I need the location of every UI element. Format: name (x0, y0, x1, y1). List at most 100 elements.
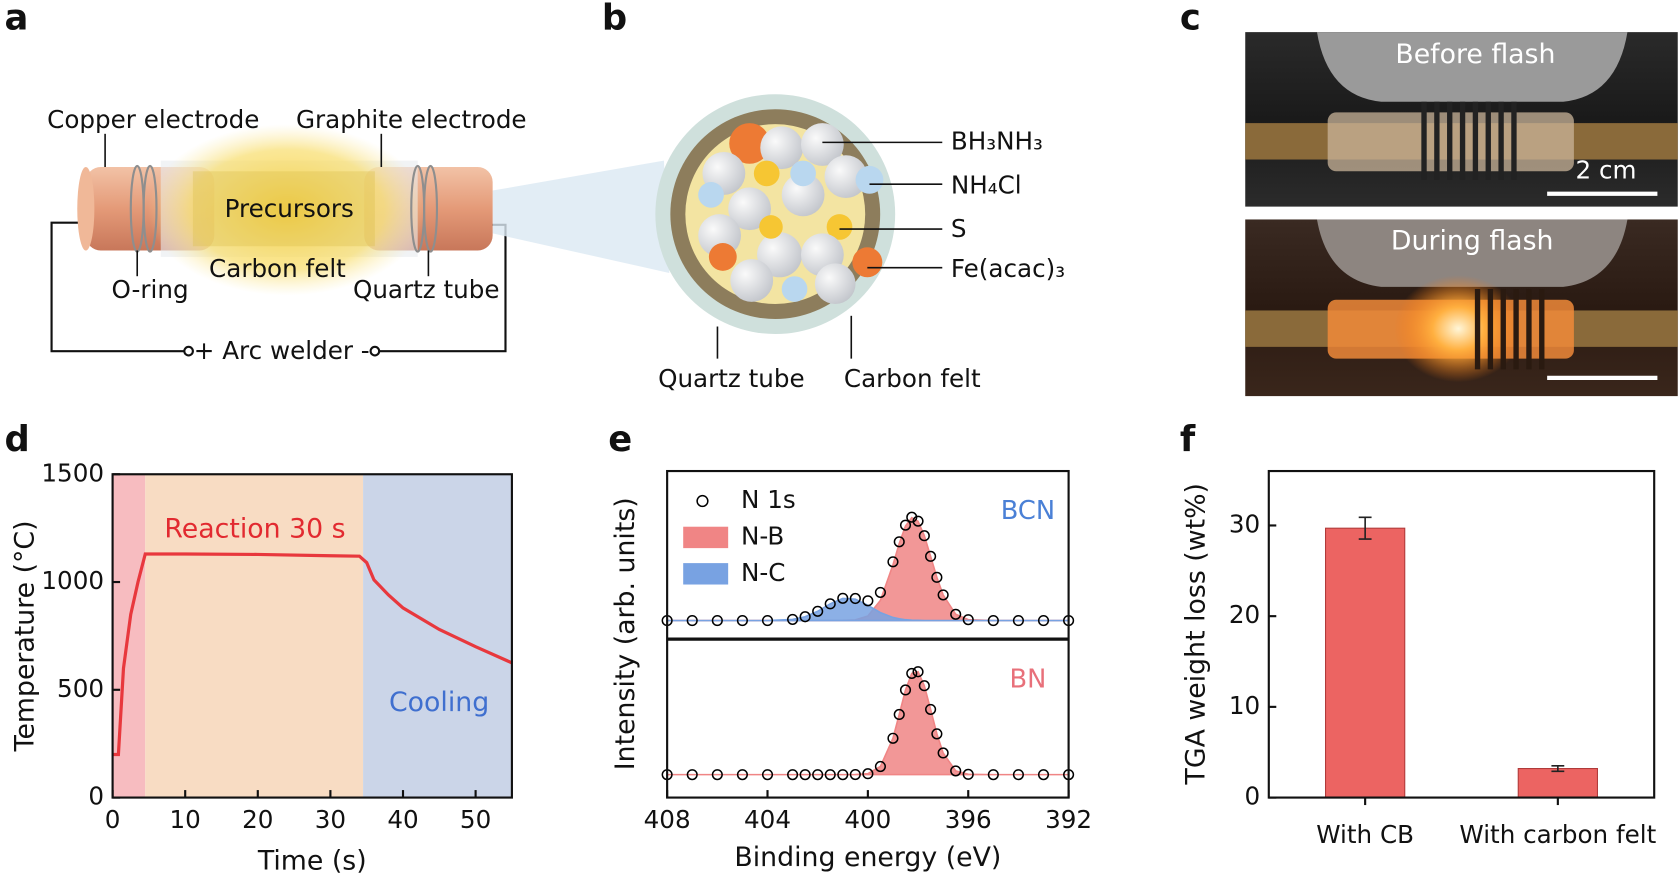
error-bar (1358, 516, 1372, 540)
panel-label: b (602, 0, 627, 38)
data-point (1037, 769, 1050, 781)
data-point (761, 614, 774, 627)
legend-label: N 1s (741, 485, 796, 514)
data-point (874, 586, 886, 598)
label: Quartz tube (353, 275, 500, 304)
data-point (918, 530, 930, 542)
x-axis-label: Binding energy (eV) (734, 842, 1001, 873)
data-point (987, 614, 999, 627)
component-area (667, 670, 1069, 776)
label: + Arc welder - (194, 336, 370, 365)
y-tick-label: 500 (57, 674, 104, 703)
photos: Before flash 2 cm During flash (1245, 32, 1678, 397)
zoom-cone (492, 160, 670, 273)
panel-label: e (608, 419, 632, 460)
label: O-ring (112, 275, 189, 304)
y-tick-label: 1500 (41, 458, 104, 487)
data-point (931, 571, 943, 583)
data-point (899, 519, 912, 531)
data-point (899, 684, 912, 696)
data-point (906, 667, 918, 679)
data-point (824, 598, 836, 610)
cross-section-diagram: BH₃NH₃ NH₄Cl S Fe(acac)₃ Quartz tube Car… (655, 94, 1065, 393)
axes-frame (1267, 469, 1656, 799)
y-tick-label: 20 (1229, 600, 1260, 629)
legend-marker (683, 563, 729, 585)
y-tick-label: 10 (1229, 691, 1260, 720)
holder (1316, 32, 1628, 102)
x-tick-label: 404 (744, 805, 791, 834)
label: Carbon felt (844, 364, 981, 393)
data-point (962, 768, 974, 780)
data-point (812, 769, 824, 781)
x-axis-label: Time (s) (257, 845, 367, 876)
data-point (887, 732, 899, 744)
data-point (950, 608, 962, 620)
caption: During flash (1391, 225, 1554, 256)
label: Carbon felt (209, 254, 346, 283)
x-tick-label: 392 (1045, 805, 1092, 834)
x-tick-label: 400 (844, 805, 891, 834)
data-point (987, 769, 999, 781)
subplot-label: BCN (1001, 496, 1055, 526)
terminal (369, 345, 381, 357)
axes-frame (111, 473, 513, 799)
data-point (925, 703, 937, 715)
data-point (736, 769, 748, 781)
panel-label: a (4, 0, 28, 38)
region (145, 474, 364, 798)
region (363, 474, 512, 798)
label: BH₃NH₃ (951, 126, 1043, 155)
data-point (937, 747, 949, 759)
data-point (1012, 769, 1024, 781)
electrode-end (77, 167, 95, 251)
x-tick-label: 10 (170, 805, 201, 834)
legend-marker (696, 494, 709, 508)
glow (147, 124, 427, 296)
data-point (912, 666, 924, 678)
data-point (962, 614, 974, 626)
legend-label: N-B (741, 521, 784, 550)
data-point (849, 768, 861, 781)
data-point (893, 708, 905, 721)
y-axis-label: TGA weight loss (wt%) (1181, 483, 1212, 785)
particles (698, 123, 884, 305)
holder (1316, 219, 1628, 287)
x-tick-label: 50 (460, 805, 491, 834)
x-tick-label: 396 (945, 805, 992, 834)
data-point (887, 556, 899, 568)
data-point (837, 592, 849, 604)
x-tick-label: 30 (315, 805, 346, 834)
scale-label: 2 cm (1576, 155, 1637, 184)
data-point (824, 769, 836, 781)
data-point (711, 614, 723, 627)
data-point (918, 680, 930, 692)
x-tick-label: With CB (1316, 820, 1414, 849)
y-axis-label: Intensity (arb. units) (610, 497, 641, 770)
legend-marker (683, 526, 729, 549)
data-point (893, 536, 905, 548)
data-point (912, 515, 924, 527)
component-area (667, 597, 1069, 622)
reactor-diagram: Copper electrode Graphite electrode Prec… (47, 105, 670, 365)
label: NH₄Cl (951, 170, 1022, 199)
data-point (925, 550, 937, 562)
terminal (183, 345, 194, 357)
label: S (951, 214, 967, 243)
x-tick-label: 0 (105, 805, 121, 834)
x-tick-label: With carbon felt (1459, 820, 1656, 849)
data-point (862, 768, 874, 780)
panel-label: d (4, 419, 29, 460)
data-point (787, 613, 799, 625)
temperature-line (112, 552, 513, 757)
wire (50, 221, 185, 353)
data-point (799, 611, 811, 623)
data-point (1037, 614, 1050, 627)
caption: Before flash (1395, 39, 1555, 70)
label: Quartz tube (658, 364, 805, 393)
data-point (937, 589, 949, 601)
bar (1324, 527, 1406, 799)
panel-label: f (1180, 419, 1196, 460)
data-point (950, 765, 962, 777)
